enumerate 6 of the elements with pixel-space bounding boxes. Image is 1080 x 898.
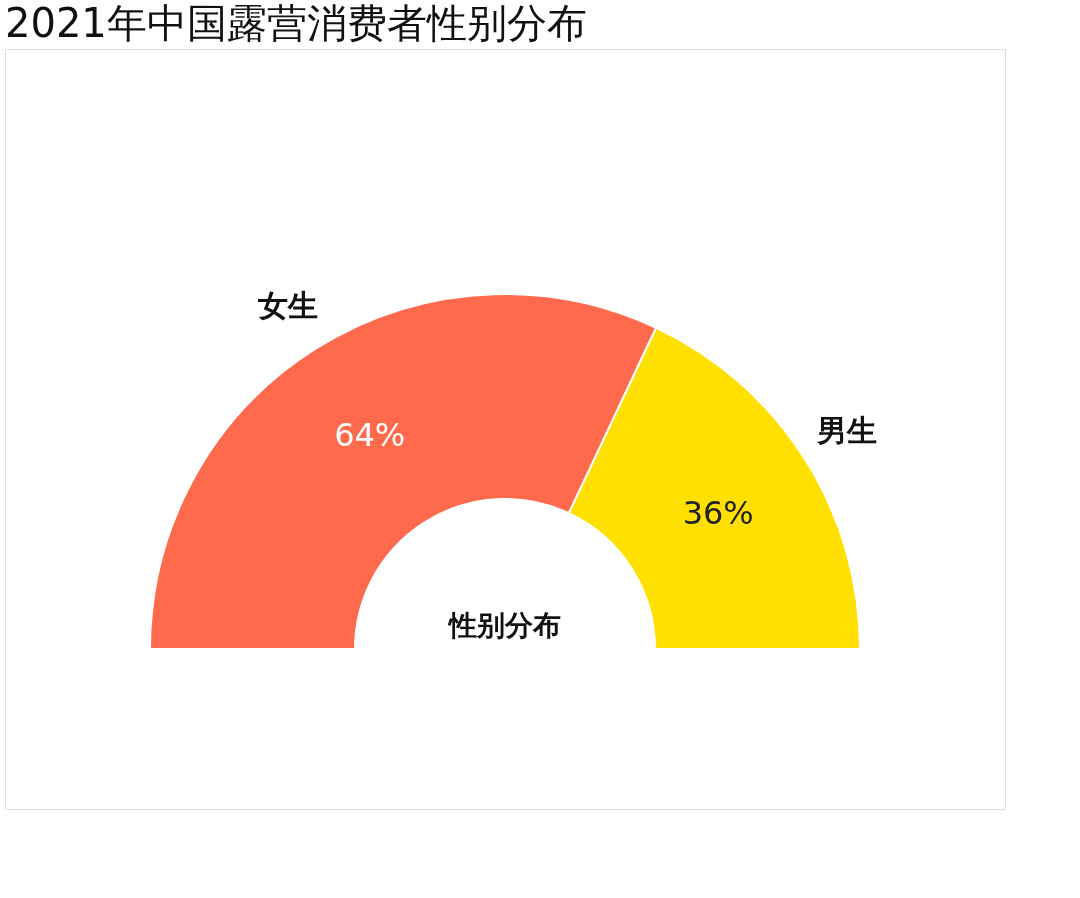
text: 性别分布 (447, 609, 561, 642)
chart-title: 2021年中国露营消费者性别分布 (5, 0, 587, 46)
slice-label: 男生 (815, 412, 877, 448)
data-label: 64% (334, 415, 406, 454)
slice-label: 女生 (256, 288, 318, 324)
data-label: 36% (682, 493, 754, 532)
